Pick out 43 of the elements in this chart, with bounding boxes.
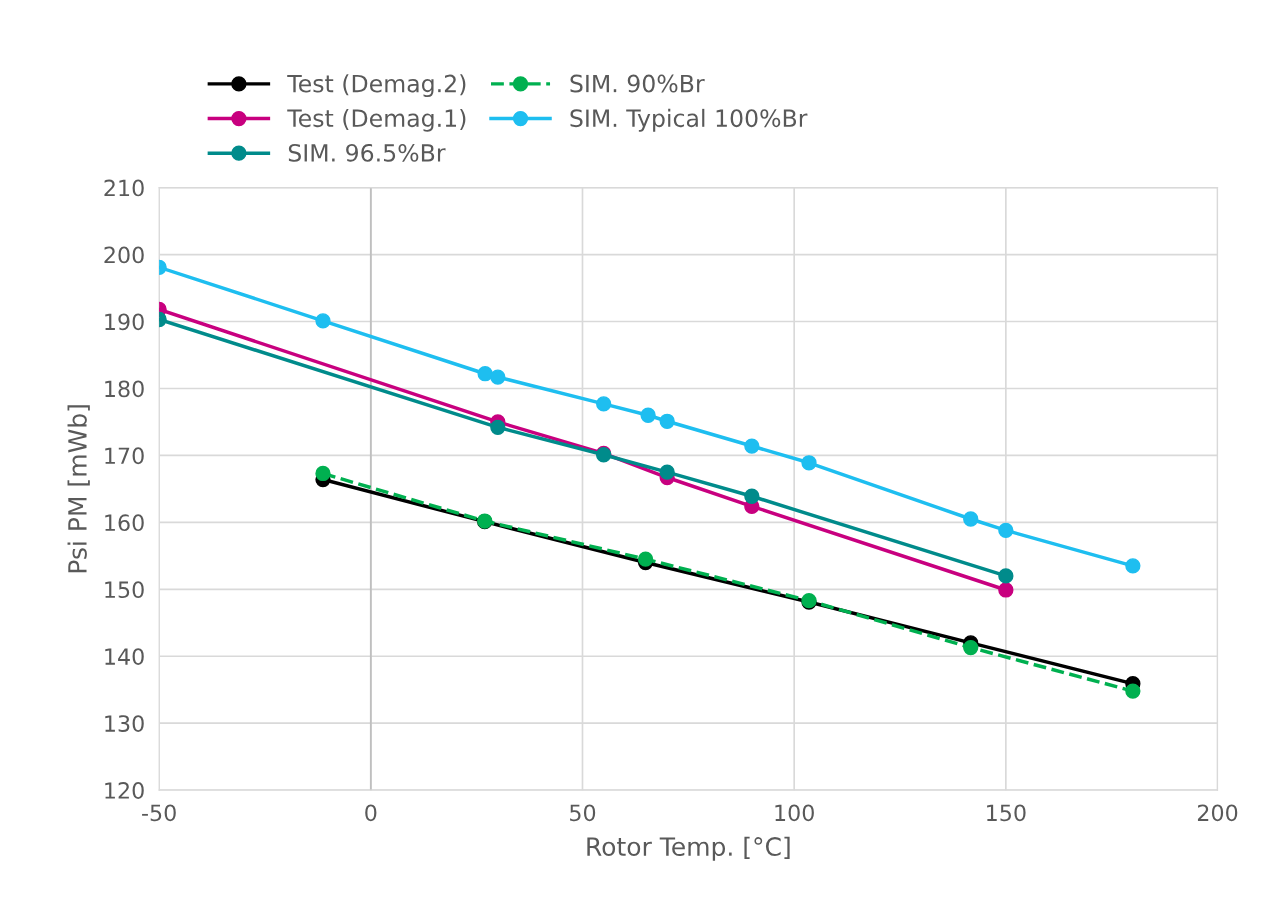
point — [1125, 683, 1141, 699]
legend-label: SIM. 90%Br — [570, 74, 705, 93]
y-tick-label: 140 — [105, 648, 144, 666]
x-tick-label: 0 — [365, 804, 377, 822]
y-tick-label: 170 — [105, 447, 144, 465]
y-tick-label: 150 — [105, 581, 144, 599]
y-tick-label: 160 — [105, 514, 144, 532]
x-tick-label: -50 — [142, 804, 176, 822]
x-tick-label: 50 — [570, 804, 596, 822]
y-tick-label: 200 — [104, 246, 144, 264]
x-tick-label: 200 — [1197, 804, 1238, 822]
legend-label: SIM. Typical 100%Br — [570, 108, 808, 132]
y-tick-label: 120 — [105, 782, 144, 799]
point — [596, 396, 612, 412]
point — [998, 582, 1014, 598]
legend-label: SIM. 96.5%Br — [288, 143, 446, 162]
point — [477, 366, 493, 382]
x-axis-title: Rotor Temp. [°C] — [587, 836, 790, 861]
y-axis-title: Psi PM [mWb] — [67, 405, 90, 573]
y-tick-label: 190 — [105, 313, 144, 331]
point — [998, 568, 1014, 584]
point — [315, 465, 331, 482]
point — [490, 419, 506, 435]
point — [963, 511, 979, 527]
point — [1125, 558, 1141, 574]
y-tick-label: 210 — [104, 179, 144, 197]
point — [315, 313, 331, 329]
point — [744, 488, 760, 504]
point — [640, 407, 656, 423]
legend-label: Test (Demag.1) — [287, 108, 466, 132]
legend-label: Test (Demag.2) — [287, 74, 466, 98]
point — [659, 464, 675, 480]
point — [659, 413, 675, 429]
point — [490, 369, 506, 385]
point — [801, 455, 817, 471]
y-tick-label: 130 — [105, 715, 144, 732]
point — [963, 639, 979, 656]
x-tick-label: 100 — [775, 804, 814, 822]
point — [744, 438, 760, 454]
point — [998, 522, 1014, 539]
x-tick-label: 150 — [987, 804, 1026, 822]
y-tick-label: 180 — [105, 380, 144, 398]
point — [637, 551, 654, 567]
